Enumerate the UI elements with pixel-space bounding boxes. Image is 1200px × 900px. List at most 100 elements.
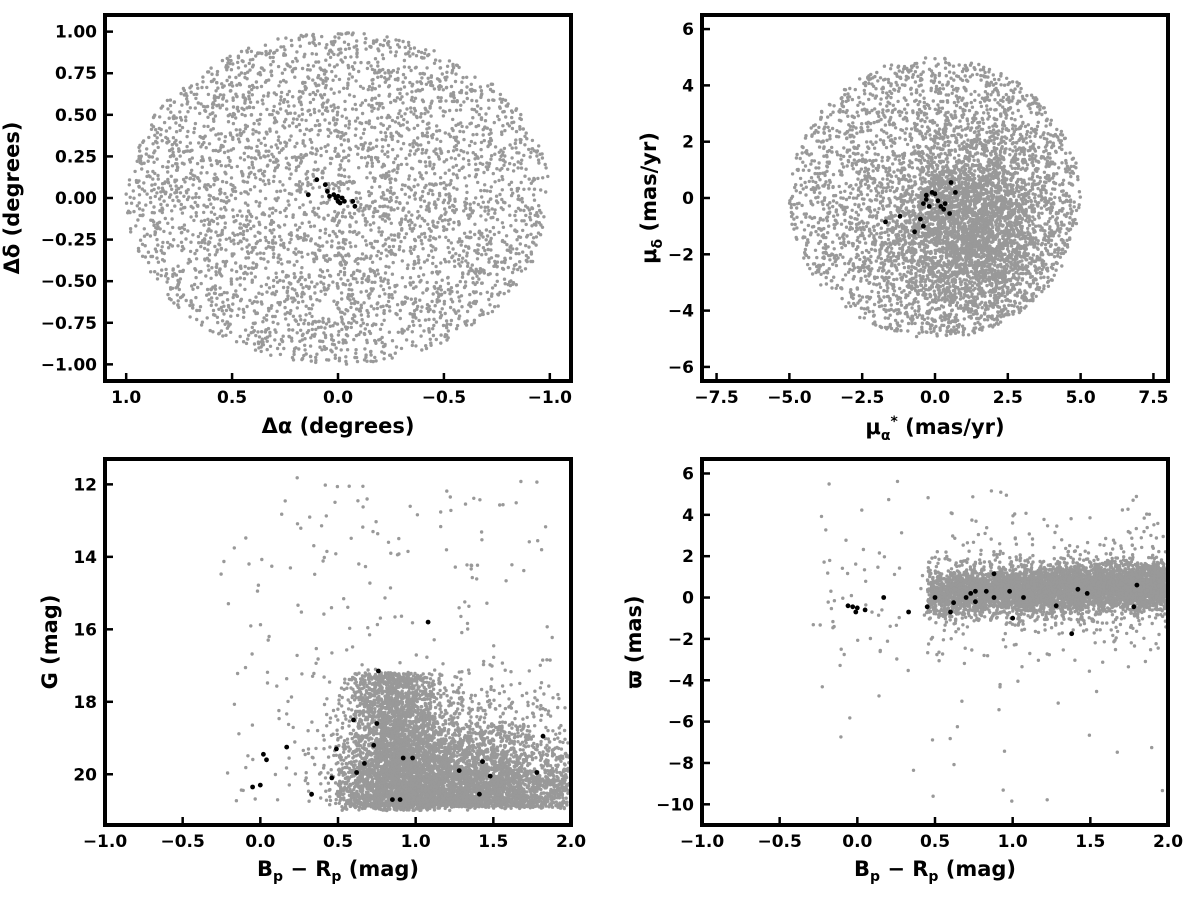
sky-field-point [291, 60, 295, 64]
pm-field-point [1011, 111, 1015, 115]
sky-field-point [413, 152, 417, 156]
sky-field-point [189, 90, 193, 94]
sky-field-point [479, 140, 484, 145]
sky-field-point [440, 278, 444, 282]
sky-field-point [278, 278, 282, 283]
sky-field-point [424, 344, 428, 348]
sky-field-point [242, 277, 247, 281]
sky-field-point [323, 118, 327, 122]
sky-field-point [153, 149, 157, 153]
sky-field-point [308, 354, 313, 358]
pm-field-point [952, 71, 956, 75]
sky-field-point [402, 58, 407, 63]
sky-field-point [369, 155, 374, 160]
sky-field-point [231, 111, 236, 116]
sky-field-point [191, 306, 195, 310]
sky-field-point [199, 219, 204, 223]
sky-field-point [128, 195, 132, 199]
sky-field-point [480, 281, 484, 285]
sky-field-point [375, 254, 379, 258]
sky-field-point [160, 139, 164, 143]
sky-field-point [446, 281, 451, 286]
sky-field-point [392, 208, 396, 212]
sky-field-point [168, 231, 172, 235]
sky-field-point [478, 85, 483, 89]
sky-field-point [303, 318, 307, 322]
sky-field-point [182, 194, 186, 198]
sky-field-point [493, 208, 497, 212]
sky-field-point [325, 43, 329, 47]
sky-field-point [294, 183, 298, 187]
sky-y-axis-label: Δδ (degrees) [0, 122, 24, 275]
sky-field-point [219, 305, 224, 310]
sky-field-point [267, 78, 271, 82]
pm-field-point [923, 119, 927, 124]
sky-field-point [281, 124, 285, 128]
sky-field-point [208, 328, 212, 333]
sky-field-point [229, 282, 234, 286]
sky-field-point [223, 139, 227, 144]
sky-field-point [479, 89, 484, 93]
sky-field-point [327, 233, 332, 238]
sky-field-point [282, 245, 286, 250]
sky-field-point [428, 307, 432, 312]
sky-field-point [354, 348, 358, 352]
sky-field-point [411, 280, 415, 284]
sky-field-point [183, 149, 188, 153]
sky-field-point [255, 252, 259, 256]
sky-field-point [349, 325, 353, 330]
sky-field-point [527, 177, 531, 181]
sky-field-point [233, 196, 238, 201]
sky-field-point [378, 257, 383, 261]
sky-field-point [261, 320, 265, 324]
sky-field-point [481, 200, 485, 204]
sky-field-point [236, 60, 240, 65]
sky-field-point [474, 290, 478, 294]
sky-field-point [304, 172, 308, 176]
sky-field-point [536, 214, 540, 218]
sky-field-point [434, 225, 438, 229]
sky-field-point [506, 167, 510, 171]
sky-field-point [241, 229, 246, 234]
sky-field-point [209, 236, 213, 240]
sky-field-point [276, 196, 280, 200]
sky-y-tick-label: 0.75 [55, 64, 97, 84]
sky-field-point [507, 204, 512, 208]
sky-field-point [300, 295, 304, 299]
sky-field-point [235, 313, 240, 318]
sky-field-point [159, 133, 163, 137]
sky-field-point [428, 188, 432, 192]
sky-field-point [156, 145, 160, 150]
sky-field-point [479, 292, 483, 296]
sky-field-point [355, 232, 359, 237]
sky-field-point [263, 235, 268, 240]
sky-field-point [276, 260, 280, 264]
sky-field-point [242, 310, 246, 314]
sky-field-point [155, 131, 160, 135]
sky-field-point [208, 184, 213, 189]
sky-field-point [245, 180, 250, 184]
sky-field-point [263, 143, 268, 147]
sky-field-point [414, 344, 418, 348]
sky-field-point [237, 140, 242, 144]
sky-field-point [517, 252, 521, 256]
sky-field-point [464, 91, 469, 95]
sky-field-point [250, 65, 255, 69]
sky-field-point [192, 282, 197, 287]
sky-field-point [383, 219, 387, 223]
sky-field-point [337, 241, 341, 245]
sky-field-point [381, 279, 385, 283]
sky-field-point [416, 136, 420, 140]
sky-field-point [247, 97, 252, 101]
sky-field-point [217, 159, 222, 164]
sky-field-point [421, 247, 425, 251]
sky-field-point [278, 107, 283, 111]
sky-field-point [271, 59, 275, 64]
sky-field-point [479, 147, 483, 152]
sky-field-point [299, 159, 304, 164]
sky-field-point [323, 145, 327, 149]
sky-field-point [177, 149, 181, 153]
sky-field-point [248, 188, 253, 192]
sky-field-point [137, 249, 141, 253]
pm-field-point [804, 193, 808, 197]
